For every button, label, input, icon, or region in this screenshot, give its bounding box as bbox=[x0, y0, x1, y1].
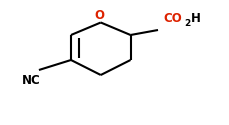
Text: NC: NC bbox=[22, 74, 41, 86]
Text: 2: 2 bbox=[184, 19, 190, 28]
Text: CO: CO bbox=[164, 12, 183, 25]
Text: H: H bbox=[191, 12, 201, 25]
Text: O: O bbox=[95, 9, 105, 22]
